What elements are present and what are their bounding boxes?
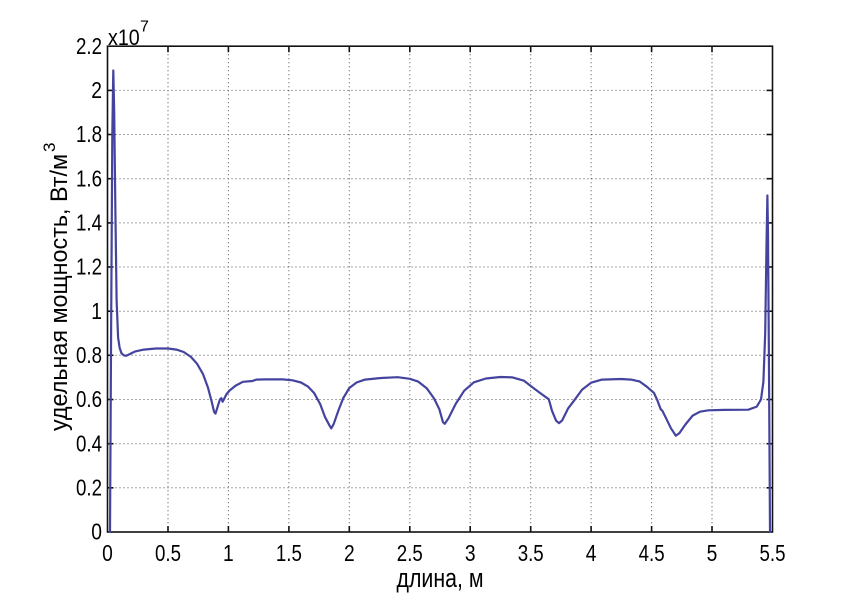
svg-text:x10: x10 (108, 25, 140, 50)
svg-text:1.2: 1.2 (76, 254, 102, 280)
svg-text:7: 7 (140, 19, 149, 36)
svg-text:5.5: 5.5 (760, 540, 786, 566)
svg-text:1.5: 1.5 (276, 540, 302, 566)
svg-text:2: 2 (91, 77, 102, 103)
svg-text:3: 3 (40, 143, 59, 152)
svg-text:0.4: 0.4 (76, 430, 102, 456)
svg-text:1.8: 1.8 (76, 121, 102, 147)
svg-text:0.2: 0.2 (76, 474, 102, 500)
svg-text:1.4: 1.4 (76, 210, 102, 236)
svg-text:4: 4 (586, 540, 597, 566)
svg-text:2: 2 (344, 540, 355, 566)
svg-text:5: 5 (707, 540, 718, 566)
svg-text:1: 1 (91, 298, 102, 324)
svg-text:3.5: 3.5 (518, 540, 544, 566)
svg-text:удельная мощность, Вт/м: удельная мощность, Вт/м (46, 154, 73, 431)
svg-text:2.5: 2.5 (397, 540, 423, 566)
svg-text:0.6: 0.6 (76, 386, 102, 412)
svg-text:1.6: 1.6 (76, 165, 102, 191)
svg-text:0.5: 0.5 (155, 540, 181, 566)
svg-text:3: 3 (465, 540, 476, 566)
svg-text:0: 0 (91, 519, 102, 545)
svg-text:4.5: 4.5 (639, 540, 665, 566)
svg-text:0.8: 0.8 (76, 342, 102, 368)
svg-text:1: 1 (223, 540, 234, 566)
svg-text:длина, м: длина, м (397, 563, 484, 593)
svg-text:0: 0 (102, 540, 113, 566)
svg-text:2.2: 2.2 (76, 33, 102, 59)
